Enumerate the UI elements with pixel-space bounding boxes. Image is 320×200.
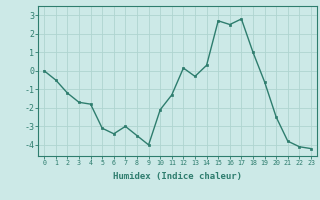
X-axis label: Humidex (Indice chaleur): Humidex (Indice chaleur) — [113, 172, 242, 181]
